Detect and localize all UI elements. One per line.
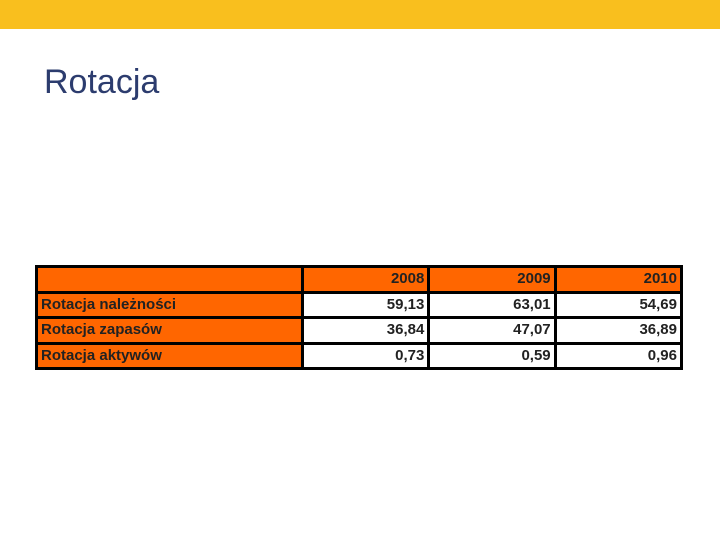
row-label: Rotacja zapasów bbox=[38, 319, 301, 342]
table-cell: 36,84 bbox=[304, 319, 428, 342]
row-label: Rotacja należności bbox=[38, 293, 301, 316]
table-cell: 0,59 bbox=[430, 344, 554, 367]
table-cell: 47,07 bbox=[430, 319, 554, 342]
slide-title: Rotacja bbox=[44, 63, 160, 101]
header-year-2009: 2009 bbox=[430, 268, 554, 291]
header-corner-cell bbox=[38, 268, 301, 291]
table-cell: 36,89 bbox=[556, 319, 680, 342]
table-header-row: 2008 2009 2010 bbox=[38, 268, 680, 291]
table-row: Rotacja aktywów 0,73 0,59 0,96 bbox=[38, 344, 680, 367]
rotation-table: 2008 2009 2010 Rotacja należności 59,13 … bbox=[35, 265, 683, 370]
row-label: Rotacja aktywów bbox=[38, 344, 301, 367]
table-row: Rotacja zapasów 36,84 47,07 36,89 bbox=[38, 319, 680, 342]
table-cell: 63,01 bbox=[430, 293, 554, 316]
table-cell: 59,13 bbox=[304, 293, 428, 316]
top-accent-bar bbox=[0, 0, 720, 29]
table-cell: 0,73 bbox=[304, 344, 428, 367]
header-year-2008: 2008 bbox=[304, 268, 428, 291]
table-cell: 0,96 bbox=[556, 344, 680, 367]
table-cell: 54,69 bbox=[556, 293, 680, 316]
rotation-table-container: 2008 2009 2010 Rotacja należności 59,13 … bbox=[35, 265, 683, 370]
table-row: Rotacja należności 59,13 63,01 54,69 bbox=[38, 293, 680, 316]
header-year-2010: 2010 bbox=[556, 268, 680, 291]
